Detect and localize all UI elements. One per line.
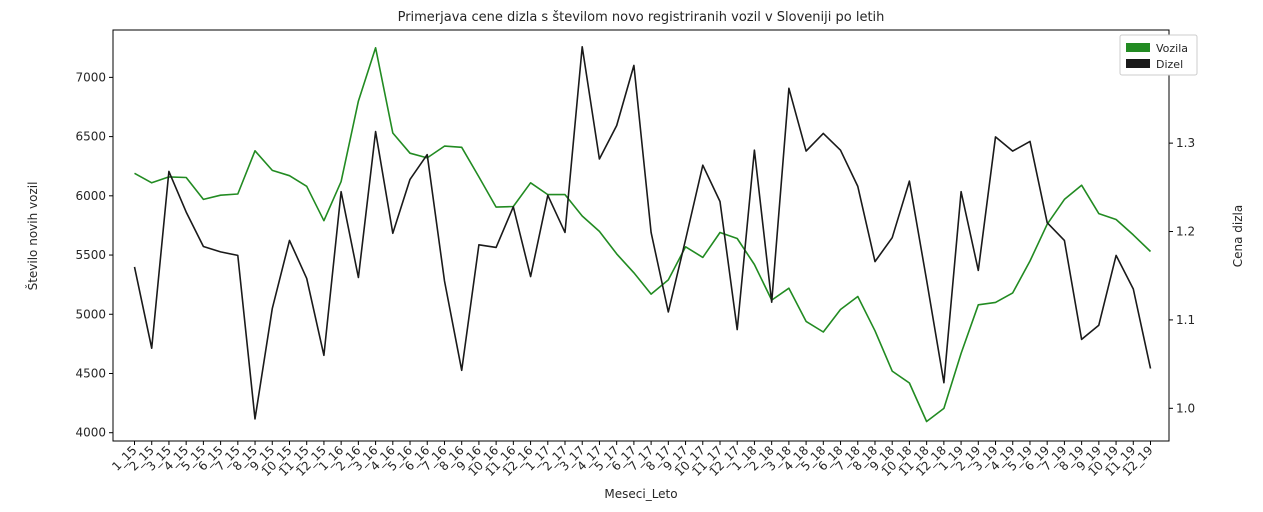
legend-swatch-vozila xyxy=(1126,43,1150,52)
series-line-vozila xyxy=(134,46,1152,423)
y-tick-label: 5000 xyxy=(75,307,106,321)
legend-label-vozila: Vozila xyxy=(1156,42,1188,55)
legend-label-dizel: Dizel xyxy=(1156,58,1183,71)
y-tick-label: 5500 xyxy=(75,248,106,262)
legend: Vozila Dizel xyxy=(1119,34,1198,76)
y-tick-label: 4000 xyxy=(75,426,106,440)
y-tick-label: 6000 xyxy=(75,189,106,203)
legend-swatch-dizel xyxy=(1126,59,1150,68)
y2-tick-label: 1.2 xyxy=(1176,225,1195,239)
y2-tick-label: 1.1 xyxy=(1176,313,1195,327)
y2-tick-label: 1.0 xyxy=(1176,401,1195,415)
x-axis-label: Meseci_Leto xyxy=(604,487,677,501)
y2-tick-label: 1.3 xyxy=(1176,136,1195,150)
plot-frame xyxy=(112,29,1170,442)
y-tick-label: 4500 xyxy=(75,366,106,380)
y-tick-label: 7000 xyxy=(75,70,106,84)
y-axis-label-right: Cena dizla xyxy=(1231,205,1245,267)
plot-area: 4000 4500 5000 5500 6000 6500 7000 1.0 1.1 1.2 1.3… xyxy=(75,29,1195,479)
y-axis-label-left: Število novih vozil xyxy=(25,182,40,291)
chart-title: Primerjava cene dizla s številom novo re… xyxy=(398,10,885,25)
y-tick-label: 6500 xyxy=(75,130,106,144)
series-line-dizel xyxy=(133,45,1152,420)
